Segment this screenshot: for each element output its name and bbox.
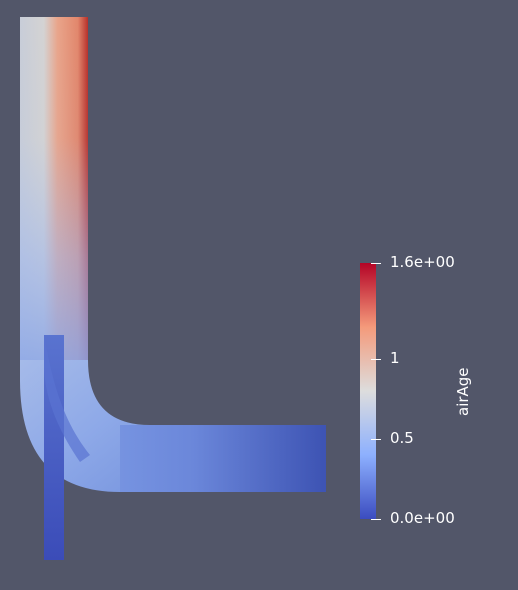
- colorbar-tick: [371, 359, 381, 360]
- vertical-pipe-overlay: [20, 17, 88, 362]
- colorbar-tick: [371, 263, 381, 264]
- horizontal-pipe: [120, 425, 326, 492]
- colorbar-tick-label: 0.0e+00: [390, 509, 455, 527]
- colorbar: [360, 263, 376, 519]
- colorbar-tick-label: 0.5: [390, 429, 414, 447]
- colorbar-tick: [371, 439, 381, 440]
- colorbar-tick: [371, 519, 381, 520]
- colorbar-tick-label: 1: [390, 349, 400, 367]
- colorbar-title: airAge: [454, 367, 472, 416]
- colorbar-tick-label: 1.6e+00: [390, 253, 455, 271]
- inlet-plume: [44, 335, 90, 462]
